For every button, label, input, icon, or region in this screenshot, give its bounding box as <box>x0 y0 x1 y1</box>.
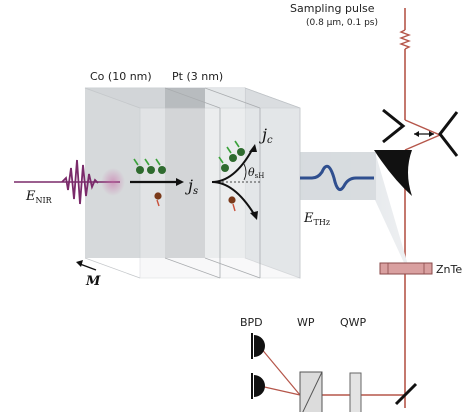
spin-hall-deflection <box>211 140 260 220</box>
znte-label: ZnTe <box>436 263 462 276</box>
spin-electrons <box>133 158 166 207</box>
magnetization-label: M <box>85 274 101 289</box>
pt-layer-label: Pt (3 nm) <box>172 70 223 83</box>
nir-spot <box>101 168 125 196</box>
j-s-label: js <box>185 176 198 197</box>
nir-pulse-icon <box>61 159 99 205</box>
magnetization-arrow <box>79 263 97 271</box>
photodiode-icon <box>251 333 265 399</box>
delay-stage-icon <box>382 108 459 157</box>
theta-sh-label: θsH <box>248 166 264 180</box>
sampling-params-label: (0.8 µm, 0.1 ps) <box>306 18 378 28</box>
j-c-label: jc <box>259 125 273 146</box>
bpd-label: BPD <box>240 316 263 329</box>
fold-mirror-icon <box>394 382 418 406</box>
e-thz-label: ETHz <box>303 211 330 227</box>
wp-label: WP <box>297 316 315 329</box>
sampling-pulse-icon <box>399 29 411 50</box>
co-layer-label: Co (10 nm) <box>90 70 152 83</box>
parabolic-mirror-icon <box>374 150 412 196</box>
e-nir-label: ENIR <box>25 189 53 205</box>
thz-wave <box>300 164 374 192</box>
qwp-plate <box>349 372 362 416</box>
sampling-pulse-label: Sampling pulse <box>290 2 375 15</box>
qwp-label: QWP <box>340 316 367 329</box>
sample-block <box>84 87 301 279</box>
znte-crystal <box>379 262 433 275</box>
